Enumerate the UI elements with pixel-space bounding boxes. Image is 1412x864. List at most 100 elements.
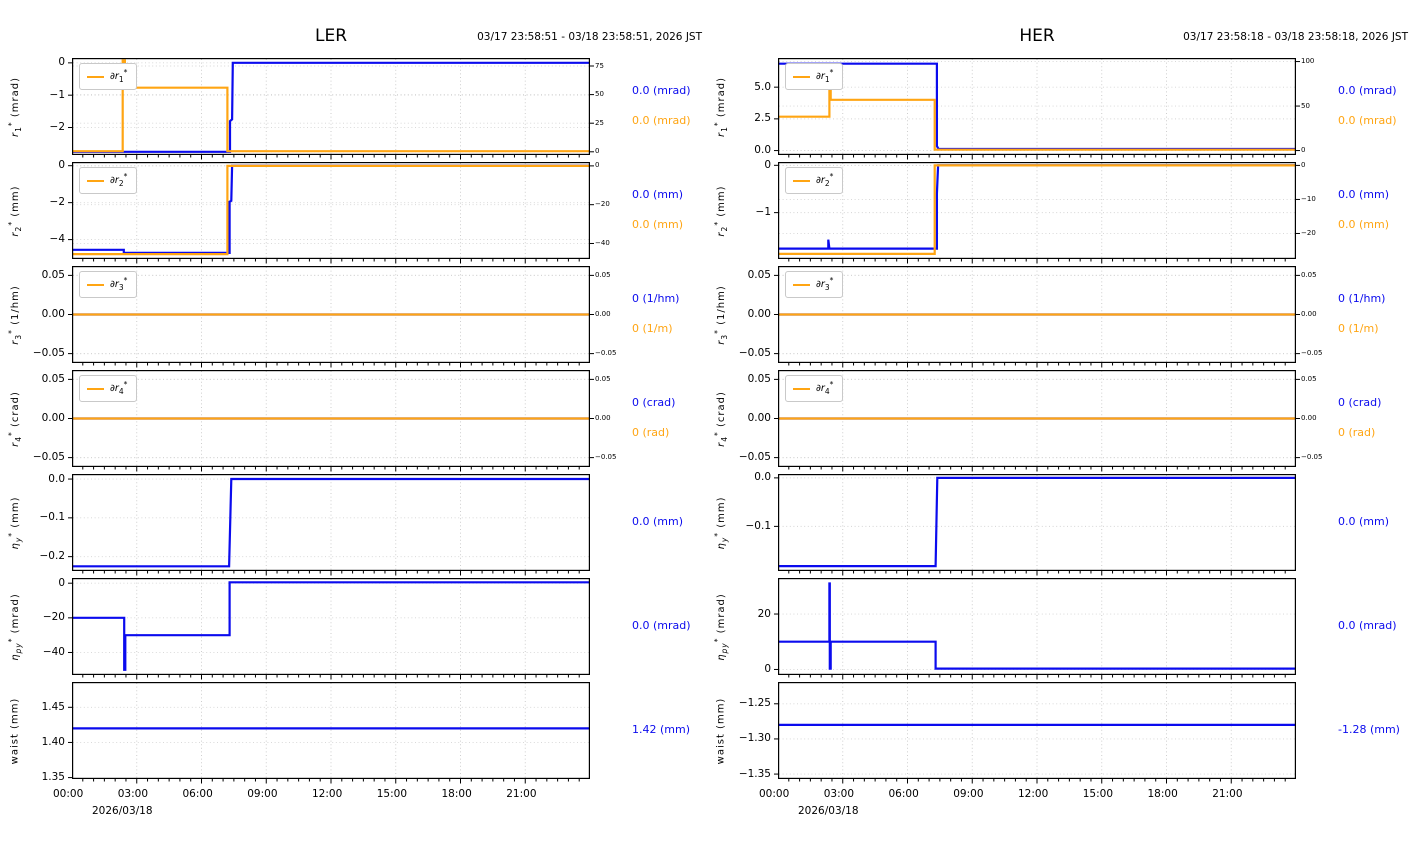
y-tick-label: 1.35 — [41, 771, 65, 784]
legend: ∂r2* — [785, 167, 844, 194]
y-tick-label: −0.1 — [745, 519, 772, 532]
legend-label: ∂r3* — [110, 276, 128, 292]
legend-line-sample — [793, 387, 810, 390]
legend-label: ∂r2* — [816, 172, 834, 188]
y-axis-left: r2* (mm) 0 −1 — [706, 159, 778, 259]
x-tick-label: 06:00 — [182, 788, 213, 800]
legend-label: ∂r1* — [110, 68, 128, 84]
x-tick-label: 18:00 — [441, 788, 472, 800]
y-tick-label: −0.2 — [39, 550, 66, 563]
ip-parameter-dashboard: LER 03/17 23:58:51 - 03/18 23:58:51, 202… — [0, 26, 1412, 828]
current-value-blue: 0.0 (mrad) — [632, 84, 691, 97]
x-tick-label: 00:00 — [759, 788, 790, 800]
right-tick-label: 50 — [1301, 101, 1310, 110]
y-axis-right — [1296, 578, 1324, 675]
x-tick-label: 06:00 — [888, 788, 919, 800]
y-tick-label: −0.05 — [32, 451, 65, 464]
right-tick-label: 50 — [595, 90, 604, 99]
x-tick-label: 00:00 — [53, 788, 84, 800]
plot-area: ∂r2* — [774, 162, 1300, 264]
plot-row-r2: r2* (mm) 0 −1 ∂r2* 0 −10 −20 0.0 (mm) 0.0 (mm) — [706, 159, 1412, 264]
x-tick-label: 15:00 — [1082, 788, 1114, 800]
right-tick-label: 0.05 — [595, 270, 611, 279]
right-tick-label: 0 — [595, 147, 600, 156]
legend-line-sample — [87, 387, 104, 390]
legend-label: ∂r3* — [816, 276, 834, 292]
y-axis-left: ηpy* (mrad) 0 −20 −40 — [0, 577, 72, 675]
current-value-blue: 0.0 (mrad) — [1338, 619, 1397, 632]
legend: ∂r4* — [785, 375, 844, 402]
y-axis-title: ηy* (mm) — [713, 495, 729, 550]
plot-area — [774, 682, 1296, 784]
x-tick-label: 12:00 — [1018, 788, 1049, 800]
legend: ∂r1* — [79, 63, 138, 90]
y-tick-label: −1.30 — [738, 732, 771, 745]
legend-label: ∂r4* — [110, 380, 128, 396]
time-range-label-ler: 03/17 23:58:51 - 03/18 23:58:51, 2026 JS… — [477, 31, 702, 43]
y-tick-label: 0.00 — [747, 412, 771, 424]
x-tick-label: 09:00 — [247, 788, 278, 800]
plots-container-ler: r1* (mrad) 0 −1 −2 ∂r1* 75 50 25 0 0.0 (mrad) 0.0 … — [0, 56, 706, 828]
y-tick-label: −0.05 — [738, 451, 771, 464]
y-tick-label: 20 — [757, 607, 771, 620]
y-tick-label: 2.5 — [754, 112, 771, 125]
ler-header: LER 03/17 23:58:51 - 03/18 23:58:51, 202… — [0, 26, 706, 58]
right-tick-label: −0.05 — [1301, 349, 1323, 358]
y-tick-label: 0.0 — [48, 472, 65, 485]
current-value-orange: 0 (1/m) — [632, 322, 673, 335]
ring-title-her: HER — [1019, 26, 1055, 46]
current-values: 0 (crad) 0 (rad) — [618, 370, 706, 467]
plot-area: ∂r3* — [774, 266, 1300, 368]
ring-title-ler: LER — [314, 26, 348, 46]
y-axis-left: r3* (1/hm) 0.05 0.00 −0.05 — [706, 266, 778, 363]
y-tick-label: 0.00 — [41, 308, 65, 320]
y-axis-right — [590, 474, 618, 571]
plot-row-r2: r2* (mm) 0 −2 −4 ∂r2* 0 −20 −40 0.0 (mm) 0.0 (mm) — [0, 159, 706, 264]
y-axis-title: r1* (mrad) — [7, 76, 23, 137]
current-value-blue: 1.42 (mm) — [632, 723, 691, 736]
y-tick-label: 0.05 — [747, 268, 771, 281]
y-axis-right — [1296, 682, 1324, 779]
y-axis-left: r1* (mrad) 0 −1 −2 — [0, 56, 72, 155]
right-tick-label: 0.05 — [1301, 374, 1317, 383]
y-tick-label: 0 — [764, 662, 771, 675]
y-tick-label: −0.05 — [32, 347, 65, 360]
legend: ∂r3* — [785, 271, 844, 298]
plot-area: ∂r3* — [68, 266, 594, 368]
legend: ∂r1* — [785, 63, 844, 90]
current-value-blue: 0.0 (mm) — [632, 188, 684, 201]
y-tick-label: −4 — [49, 233, 65, 246]
current-value-orange: 0.0 (mrad) — [1338, 114, 1397, 127]
y-tick-label: 0 — [58, 159, 65, 172]
right-tick-label: 0.00 — [595, 310, 611, 318]
legend-line-sample — [87, 179, 104, 182]
legend: ∂r2* — [79, 167, 138, 194]
plot-area: ∂r2* — [68, 162, 594, 264]
plot-area: ∂r1* — [774, 58, 1300, 160]
y-axis-title: ηy* (mm) — [7, 495, 23, 550]
current-value-blue: 0 (1/hm) — [632, 292, 680, 305]
y-tick-label: −0.1 — [39, 511, 66, 524]
plot-row-eta-y: ηy* (mm) 0.0 −0.1 −0.2 0.0 (mm) — [0, 472, 706, 576]
right-tick-label: 100 — [1301, 57, 1315, 66]
current-value-blue: 0.0 (mm) — [1338, 188, 1390, 201]
current-values: 0.0 (mm) 0.0 (mm) — [618, 162, 706, 259]
plot-row-r3: r3* (1/hm) 0.05 0.00 −0.05 ∂r3* 0.05 0.00 −0.05… — [0, 266, 706, 368]
y-axis-title: r4* (crad) — [7, 390, 23, 447]
y-tick-label: 0.00 — [41, 412, 65, 424]
plot-area — [774, 578, 1296, 680]
y-axis-title: ηpy* (mrad) — [713, 592, 729, 661]
y-axis-right: 0.05 0.00 −0.05 — [590, 370, 618, 467]
current-value-orange: 0.0 (mrad) — [632, 114, 691, 127]
current-value-blue: 0 (crad) — [1338, 396, 1382, 409]
y-tick-label: 0.0 — [754, 471, 771, 484]
legend: ∂r4* — [79, 375, 138, 402]
y-tick-label: −20 — [42, 611, 65, 624]
current-values: 0.0 (mrad) 0.0 (mrad) — [618, 58, 706, 155]
x-tick-label: 21:00 — [506, 788, 537, 800]
y-axis-left: r1* (mrad) 5.0 2.5 0.0 — [706, 58, 778, 157]
right-tick-label: −0.05 — [1301, 453, 1323, 462]
right-tick-label: 0.05 — [1301, 270, 1317, 279]
current-values: 1.42 (mm) — [618, 682, 706, 779]
current-value-blue: -1.28 (mm) — [1338, 723, 1400, 736]
